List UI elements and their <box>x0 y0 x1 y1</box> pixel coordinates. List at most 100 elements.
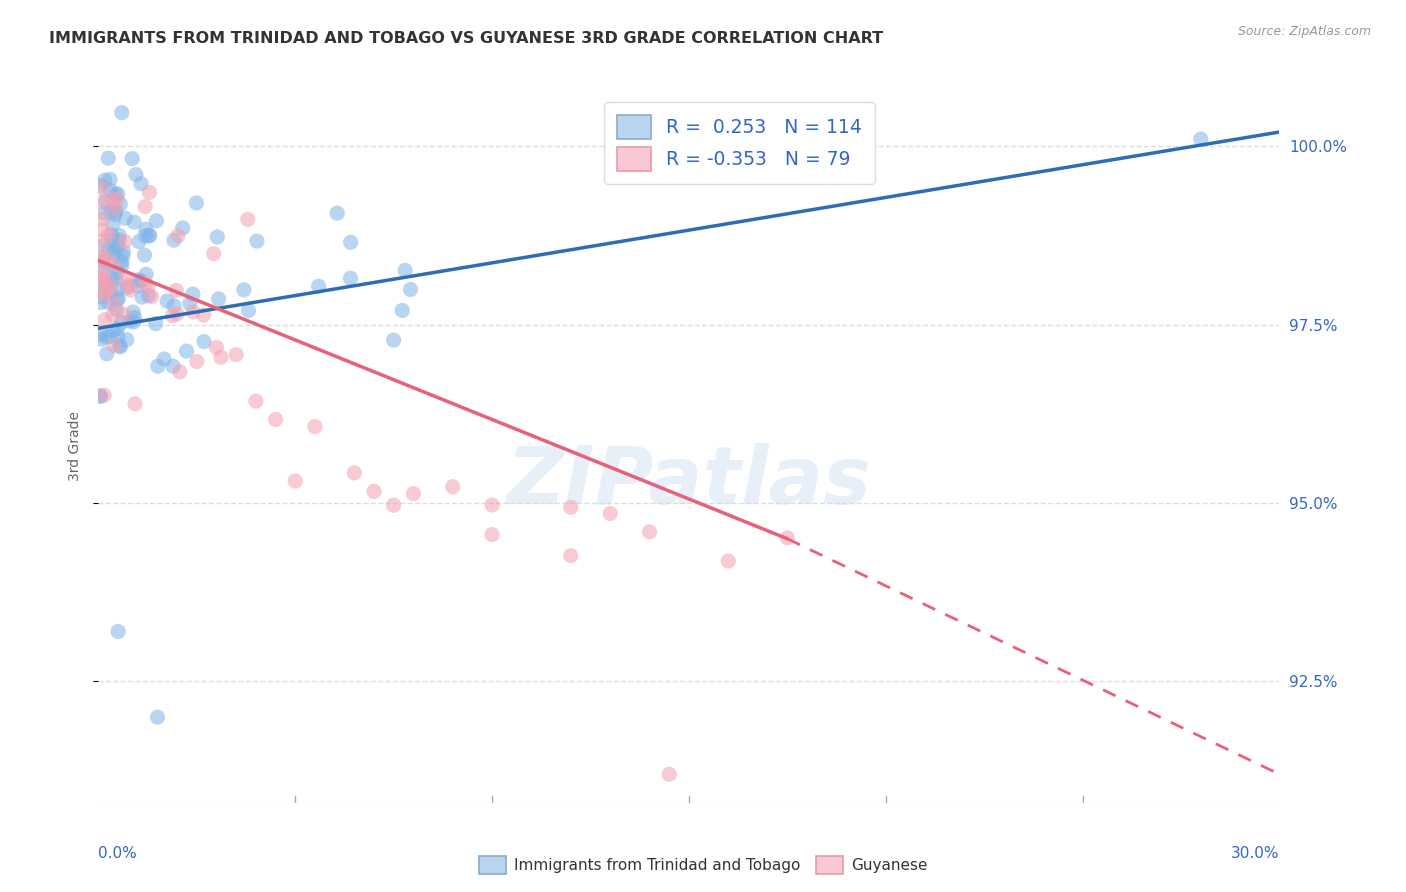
Point <box>122 305 145 319</box>
Legend: Immigrants from Trinidad and Tobago, Guyanese: Immigrants from Trinidad and Tobago, Guy… <box>472 850 934 880</box>
Point <box>111 249 134 263</box>
Point <box>181 305 204 319</box>
Point <box>120 314 142 328</box>
Point <box>111 105 134 120</box>
Point <box>98 329 121 343</box>
Point <box>108 233 131 247</box>
Point <box>93 206 115 220</box>
Point <box>236 212 259 227</box>
Point <box>98 183 121 197</box>
Point <box>104 202 127 216</box>
Point <box>91 222 114 236</box>
Point <box>135 268 157 282</box>
Point <box>104 244 127 258</box>
Point <box>107 293 129 307</box>
Point <box>776 531 799 545</box>
Point <box>207 230 229 244</box>
Point <box>163 299 186 313</box>
Point <box>107 329 129 343</box>
Point <box>1189 132 1212 146</box>
Point <box>238 303 260 318</box>
Point <box>117 278 139 293</box>
Point <box>93 312 115 326</box>
Point <box>124 310 146 325</box>
Point <box>560 549 582 563</box>
Point <box>108 338 131 352</box>
Point <box>114 235 136 249</box>
Point <box>101 257 124 271</box>
Point <box>91 260 114 275</box>
Point <box>91 255 114 269</box>
Point <box>90 389 112 403</box>
Text: ZIPatlas: ZIPatlas <box>506 442 872 521</box>
Point <box>399 282 422 296</box>
Point <box>193 308 215 322</box>
Point <box>89 327 111 342</box>
Point <box>129 274 152 288</box>
Text: IMMIGRANTS FROM TRINIDAD AND TOBAGO VS GUYANESE 3RD GRADE CORRELATION CHART: IMMIGRANTS FROM TRINIDAD AND TOBAGO VS G… <box>49 31 883 46</box>
Point <box>245 394 267 409</box>
Point <box>103 324 125 338</box>
Point <box>115 333 138 347</box>
Point <box>90 332 112 346</box>
Point <box>112 307 135 321</box>
Point <box>107 282 129 296</box>
Point <box>134 228 156 243</box>
Point <box>97 227 120 242</box>
Point <box>717 554 740 568</box>
Point <box>284 474 307 488</box>
Point <box>91 252 114 267</box>
Point <box>93 388 115 402</box>
Point <box>111 315 134 329</box>
Point <box>638 524 661 539</box>
Point <box>343 466 366 480</box>
Point <box>105 239 128 253</box>
Point <box>110 340 132 354</box>
Point <box>207 292 229 306</box>
Point <box>138 288 160 302</box>
Point <box>225 348 247 362</box>
Point <box>107 624 129 639</box>
Point <box>125 168 148 182</box>
Point <box>111 255 134 269</box>
Point <box>91 239 114 253</box>
Point <box>169 365 191 379</box>
Point <box>91 181 114 195</box>
Point <box>232 283 254 297</box>
Point <box>94 276 117 290</box>
Text: 0.0%: 0.0% <box>98 846 138 861</box>
Point <box>101 193 124 207</box>
Point <box>163 233 186 247</box>
Point <box>100 227 122 242</box>
Point <box>172 220 194 235</box>
Point <box>98 172 121 186</box>
Point <box>89 283 111 297</box>
Point <box>441 480 464 494</box>
Point <box>91 274 114 288</box>
Point <box>96 276 118 290</box>
Point <box>107 187 129 202</box>
Point <box>110 197 132 211</box>
Point <box>167 228 190 243</box>
Point <box>205 340 228 354</box>
Point <box>94 194 117 209</box>
Point <box>120 283 142 297</box>
Point <box>89 295 111 310</box>
Point <box>104 272 127 286</box>
Point <box>308 279 330 293</box>
Point <box>136 279 159 293</box>
Point <box>122 315 145 329</box>
Point <box>100 282 122 296</box>
Point <box>94 285 117 300</box>
Point <box>209 350 232 364</box>
Point <box>91 194 114 209</box>
Point <box>93 173 115 187</box>
Point <box>122 215 145 229</box>
Point <box>304 419 326 434</box>
Point <box>107 321 129 335</box>
Point <box>108 228 131 243</box>
Point <box>599 507 621 521</box>
Point <box>127 273 149 287</box>
Point <box>93 286 115 301</box>
Point <box>104 203 127 218</box>
